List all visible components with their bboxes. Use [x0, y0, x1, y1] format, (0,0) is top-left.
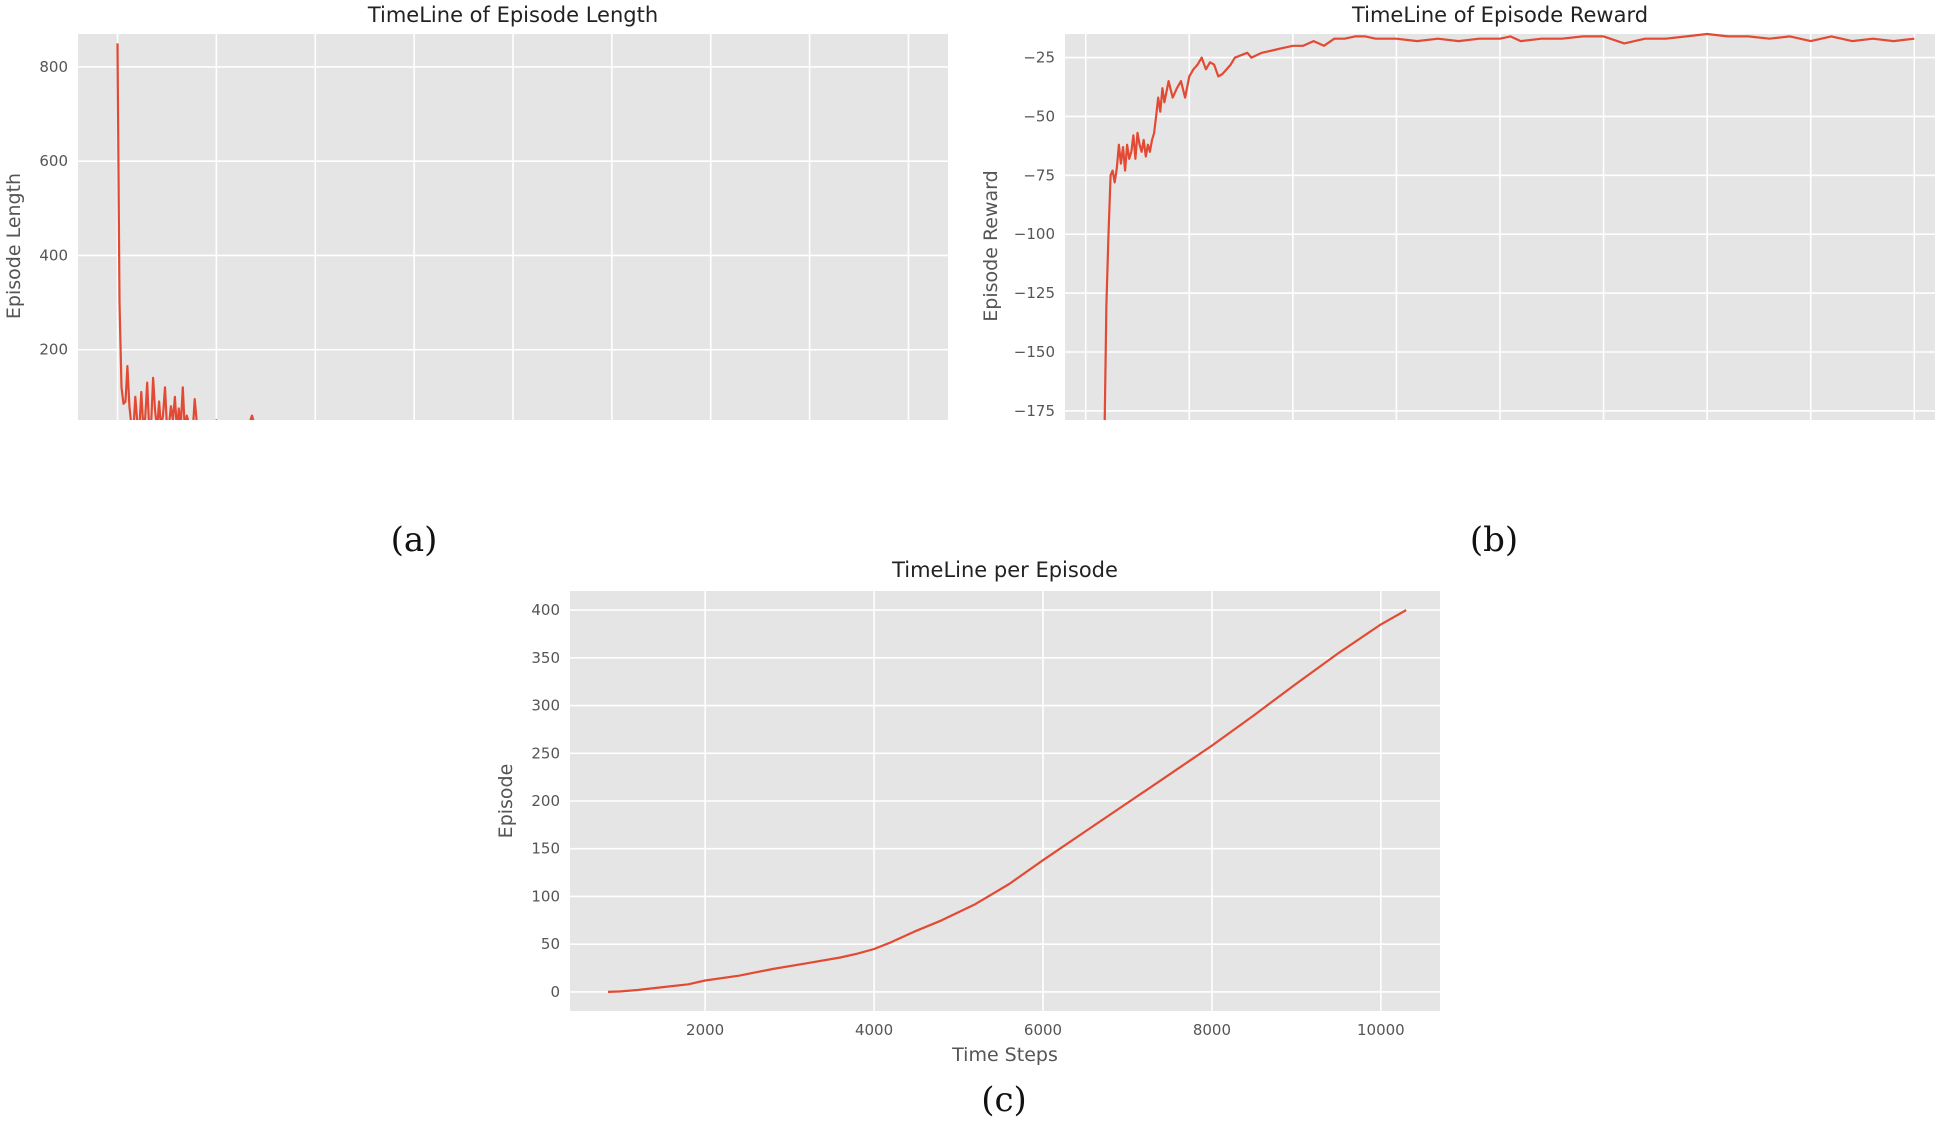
chart-b-y-tick-label: −75 [1023, 166, 1055, 184]
chart-b-title: TimeLine of Episode Reward [1351, 3, 1648, 27]
chart-c-title: TimeLine per Episode [891, 558, 1118, 582]
caption-c: (c) [981, 1080, 1027, 1120]
chart-a-y-tick-label: 800 [39, 58, 68, 76]
chart-c-y-axis-label: Episode [495, 764, 517, 839]
chart-b-y-tick-label: −50 [1023, 107, 1055, 125]
chart-c-x-tick-label: 6000 [1024, 1021, 1062, 1039]
chart-c-y-tick-label: 300 [531, 697, 560, 715]
chart-b-y-tick-label: −125 [1014, 284, 1055, 302]
chart-a-y-tick-label: 600 [39, 152, 68, 170]
chart-b-y-tick-label: −175 [1014, 402, 1055, 420]
chart-c-y-tick-label: 50 [541, 935, 560, 953]
chart-b: 050100150200250300350400−25−50−75−100−12… [980, 3, 1935, 420]
chart-a-y-axis-label: Episode Length [3, 173, 25, 319]
chart-c-x-tick-label: 10000 [1357, 1021, 1405, 1039]
chart-a-title: TimeLine of Episode Length [367, 3, 658, 27]
chart-c-series-line [607, 609, 1407, 993]
chart-c-y-tick-label: 250 [531, 744, 560, 762]
chart-c-y-tick-label: 350 [531, 649, 560, 667]
chart-b-y-axis-label: Episode Reward [980, 170, 1002, 321]
chart-c-y-tick-label: 200 [531, 792, 560, 810]
chart-b-y-tick-label: −150 [1014, 343, 1055, 361]
chart-c-x-axis-label: Time Steps [951, 1044, 1058, 1066]
chart-c-x-tick-label: 2000 [686, 1021, 724, 1039]
caption-b: (b) [1469, 520, 1519, 560]
chart-c-y-tick-label: 0 [550, 983, 560, 1001]
chart-c-y-tick-label: 100 [531, 887, 560, 905]
chart-c-x-tick-label: 8000 [1193, 1021, 1231, 1039]
chart-a-y-tick-label: 400 [39, 246, 68, 264]
chart-c-x-tick-label: 4000 [855, 1021, 893, 1039]
chart-c-y-tick-label: 150 [531, 840, 560, 858]
chart-b-y-tick-label: −25 [1023, 49, 1055, 67]
chart-a: 0501001502002503003504000200400600800Tim… [3, 3, 948, 420]
caption-a: (a) [390, 520, 438, 560]
chart-b-y-tick-label: −100 [1014, 225, 1055, 243]
chart-c-y-tick-label: 400 [531, 601, 560, 619]
chart-b-series-line [1103, 32, 1915, 420]
chart-c: 2000 4000 6000 8000 10000 0 50 100 150 200 250 300 3… [495, 558, 1440, 1066]
chart-a-y-tick-label: 200 [39, 341, 68, 359]
